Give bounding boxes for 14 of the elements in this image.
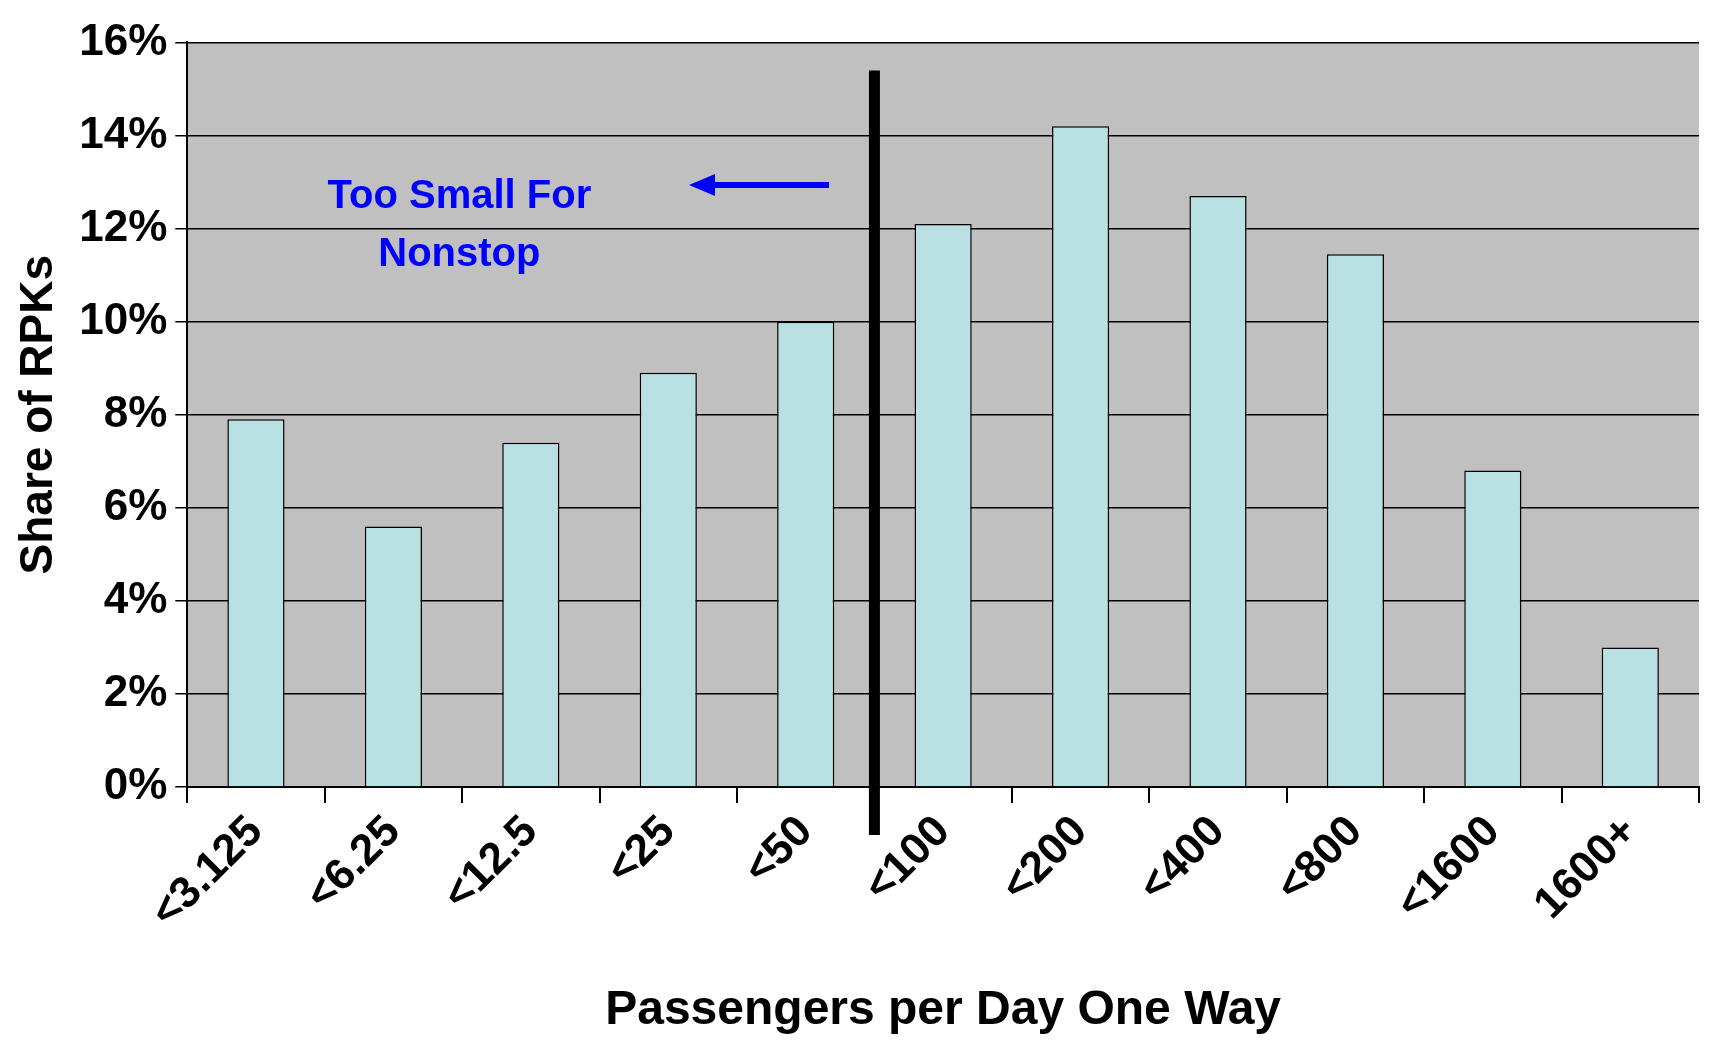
y-tick-label: 8% — [103, 386, 168, 436]
y-tick-label: 6% — [103, 479, 168, 529]
y-tick-label: 16% — [79, 14, 168, 64]
x-tick-label: <50 — [733, 805, 821, 893]
y-tick-label: 10% — [79, 293, 168, 343]
y-tick-label: 14% — [79, 107, 168, 157]
annotation: Too Small For Nonstop — [327, 172, 592, 275]
y-tick-label: 0% — [103, 759, 168, 809]
x-axis-title: Passengers per Day One Way — [605, 981, 1282, 1035]
y-tick-label: 2% — [103, 666, 168, 716]
x-tick-label: <25 — [595, 805, 684, 893]
y-axis-title: Share of RPKs — [10, 254, 63, 575]
y-tick-label: 12% — [79, 200, 168, 250]
y-tick-label: 4% — [103, 573, 168, 623]
